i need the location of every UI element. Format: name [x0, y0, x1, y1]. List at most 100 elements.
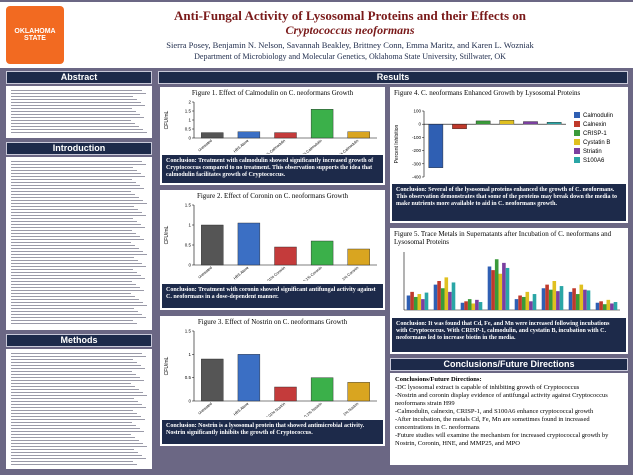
legend-label: S100A6 — [583, 158, 605, 164]
conclusion-item: -After incubation, the metals Cd, Fe, Mn… — [395, 416, 590, 431]
text-line — [11, 206, 134, 207]
logo: OKLAHOMA STATE — [6, 6, 64, 64]
legend-swatch — [574, 157, 580, 163]
bar — [237, 131, 261, 139]
text-block — [6, 86, 152, 138]
text-line — [11, 161, 142, 162]
text-line — [11, 170, 137, 171]
section-header: Introduction — [6, 142, 152, 155]
text-line — [11, 93, 146, 94]
x-tick-label: 0.1% Nostrin — [304, 402, 323, 417]
text-line — [11, 362, 137, 363]
legend-label: Calmodulin — [583, 113, 613, 119]
text-line — [11, 236, 140, 237]
figure-panel: Figure 2. Effect of Coronin on C. neofor… — [160, 190, 385, 310]
text-line — [11, 425, 136, 426]
bar — [498, 273, 503, 310]
y-tick-label: 0.5 — [185, 375, 192, 380]
y-tick-label: 2 — [188, 100, 191, 105]
text-line — [11, 176, 145, 177]
text-line — [11, 398, 134, 399]
y-tick-label: 0 — [188, 136, 191, 141]
bar — [452, 124, 467, 130]
legend-label: Striatin — [583, 149, 602, 155]
x-tick-label: 0.01% Nostrin — [265, 402, 286, 417]
figure-panel: Figure 1. Effect of Calmodulin on C. neo… — [160, 87, 385, 185]
bar — [548, 289, 553, 310]
conclusion: Conclusion: Treatment with calmodulin sh… — [162, 155, 383, 183]
bar — [502, 262, 506, 310]
y-tick-label: 0.5 — [185, 127, 192, 132]
text-line — [11, 440, 139, 441]
text-line — [11, 296, 135, 297]
x-tick-label: 1% Calmodulin — [337, 139, 359, 154]
text-line — [11, 233, 136, 234]
bar — [606, 299, 611, 310]
text-line — [11, 404, 142, 405]
text-line — [11, 272, 137, 273]
bar — [505, 267, 510, 310]
bar — [421, 299, 425, 310]
text-line — [11, 257, 134, 258]
text-line — [11, 449, 134, 450]
legend-label: CRISP-1 — [583, 131, 607, 137]
legend-label: Calnexin — [583, 122, 606, 128]
bar — [201, 358, 224, 402]
bar — [579, 284, 584, 310]
header: OKLAHOMA STATE Anti-Fungal Activity of L… — [0, 2, 633, 68]
chart: CFU/mL 0 0.5 1 1.5 Untreated HBS Alone 0.01% Co… — [164, 203, 377, 281]
text-line — [11, 215, 146, 216]
text-line — [11, 299, 139, 300]
text-line — [11, 102, 141, 103]
bar — [437, 281, 441, 310]
text-line — [11, 126, 139, 127]
bar — [556, 291, 560, 310]
bar — [583, 289, 587, 310]
title-species: Cryptococcus neoformans — [285, 23, 415, 37]
text-line — [11, 224, 141, 225]
x-tick-label: Untreated — [198, 139, 213, 153]
text-line — [11, 245, 135, 246]
bar — [347, 382, 370, 402]
bar — [237, 354, 261, 402]
bar — [541, 288, 546, 310]
bar — [428, 124, 444, 168]
bar — [487, 266, 492, 310]
text-line — [11, 275, 141, 276]
bar — [413, 296, 418, 310]
y-tick-label: 0 — [188, 263, 191, 268]
conclusion-item: -Nostrin and coronin display evidence of… — [395, 392, 608, 407]
text-line — [11, 173, 141, 174]
text-line — [11, 428, 140, 429]
bar — [545, 284, 549, 310]
x-tick-label: 0.01% Calmodulin — [260, 139, 286, 154]
text-line — [11, 323, 137, 324]
text-line — [11, 120, 131, 121]
bar — [595, 302, 600, 310]
y-tick-label: 1 — [188, 352, 191, 357]
bar — [467, 299, 472, 310]
y-tick-label: -300 — [412, 161, 422, 166]
y-axis-label: Percent Inhibition — [394, 124, 400, 163]
y-axis-label: CFU/mL — [164, 110, 170, 129]
text-line — [11, 278, 145, 279]
text-line — [11, 437, 135, 438]
text-line — [11, 410, 133, 411]
conclusion: Conclusion: Nostrin is a lysosomal prote… — [162, 420, 383, 444]
bar — [514, 299, 519, 310]
bar — [310, 377, 334, 402]
text-block — [6, 157, 152, 330]
text-line — [11, 416, 141, 417]
figure-title: Figure 1. Effect of Calmodulin on C. neo… — [191, 89, 354, 97]
text-line — [11, 461, 133, 462]
bar — [602, 304, 607, 310]
text-line — [11, 281, 132, 282]
text-line — [11, 302, 143, 303]
bar — [610, 303, 614, 310]
conclusion: Conclusion: Treatment with coronin showe… — [162, 284, 383, 308]
figure-title: Figure 4. C. neoformans Enhanced Growth … — [394, 89, 581, 97]
text-line — [11, 90, 142, 91]
text-line — [11, 212, 142, 213]
text-line — [11, 227, 145, 228]
text-line — [11, 242, 131, 243]
